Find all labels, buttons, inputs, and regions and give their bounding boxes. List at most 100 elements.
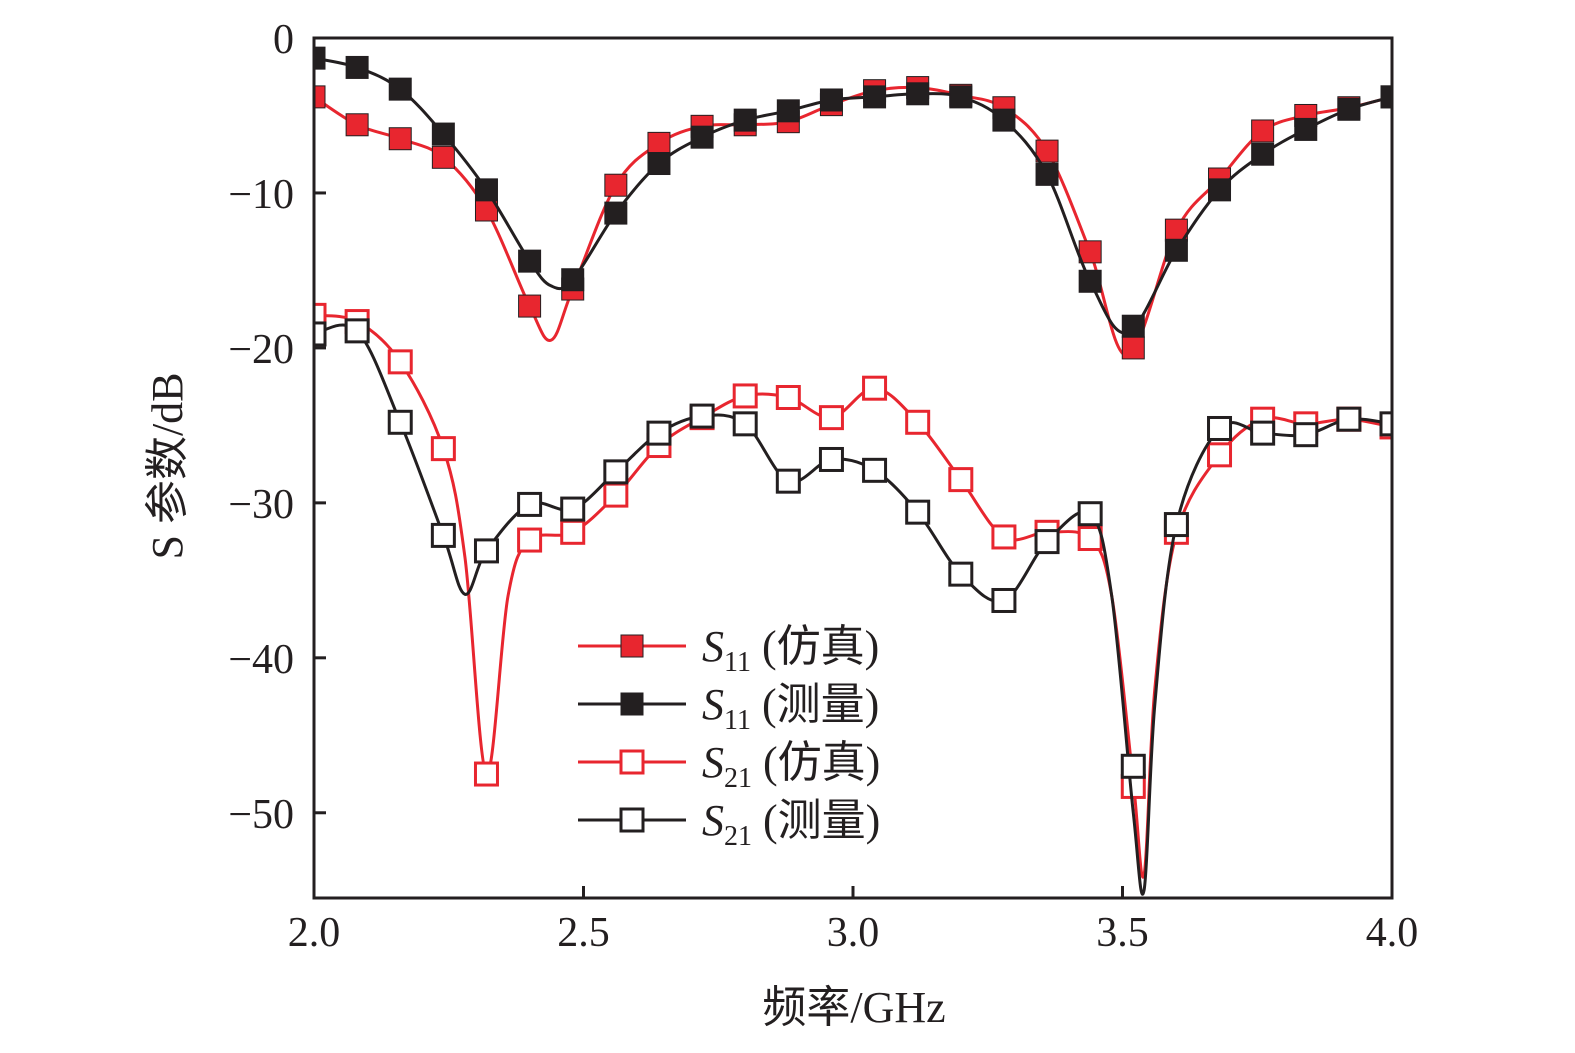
x-tick-label: 2.0: [288, 910, 341, 956]
series-1: [314, 76, 1392, 360]
series-1-point: [518, 294, 542, 318]
series-2-point: [314, 46, 326, 70]
series-3-point: [1207, 442, 1233, 468]
legend-marker: [619, 749, 645, 775]
series-2-point: [388, 77, 412, 101]
series-4-point: [689, 403, 715, 429]
series-4-point: [991, 587, 1017, 613]
legend-item: S21 (测量): [578, 796, 880, 852]
series-2-point: [690, 125, 714, 149]
series-2-point: [776, 99, 800, 123]
series-4-point: [862, 457, 888, 483]
x-tick-label: 3.0: [827, 910, 880, 956]
x-axis-title: 频率/GHz: [762, 983, 945, 1032]
series-2-point: [431, 122, 455, 146]
series-2-point: [1164, 238, 1188, 262]
series-3-point: [905, 409, 931, 435]
series-3-point: [732, 383, 758, 409]
legend: S11 (仿真)S11 (测量)S21 (仿真)S21 (测量): [578, 622, 880, 852]
series-2-point: [906, 82, 930, 106]
series-3-point: [1077, 526, 1103, 552]
series-2-point: [949, 85, 973, 109]
series-4-point: [560, 496, 586, 522]
series-3-point: [430, 436, 456, 462]
y-tick-label: −10: [228, 172, 294, 218]
legend-label: S11 (测量): [702, 680, 879, 736]
series-1-point: [431, 145, 455, 169]
series-4-point: [314, 321, 327, 347]
series-1-point: [345, 113, 369, 137]
series-2-point: [1337, 97, 1361, 121]
series-4-point: [818, 446, 844, 472]
legend-marker: [620, 692, 644, 716]
series-2-point: [474, 178, 498, 202]
legend-item: S11 (测量): [578, 680, 879, 736]
series-2-point: [1208, 178, 1232, 202]
series-2-point: [1380, 85, 1392, 109]
series-2-point: [863, 85, 887, 109]
legend-marker: [619, 807, 645, 833]
series-2-point: [819, 88, 843, 112]
legend-item: S21 (仿真): [578, 738, 880, 794]
series-2-point: [992, 108, 1016, 132]
series-1-line: [314, 85, 1392, 358]
series-4-point: [948, 561, 974, 587]
x-tick-label: 4.0: [1366, 910, 1419, 956]
series-1-point: [1121, 336, 1145, 360]
series-2-point: [604, 201, 628, 225]
series-1-point: [647, 131, 671, 155]
legend-label: S11 (仿真): [702, 622, 879, 678]
series-3-point: [560, 519, 586, 545]
series-2-point: [1294, 117, 1318, 141]
y-tick-label: −30: [228, 482, 294, 528]
y-tick-label: 0: [273, 17, 294, 63]
legend-label: S21 (仿真): [702, 738, 880, 794]
series-1-point: [604, 173, 628, 197]
x-tick-label: 3.5: [1096, 910, 1149, 956]
series-4-point: [1207, 415, 1233, 441]
legend-marker: [620, 634, 644, 658]
legend-item: S11 (仿真): [578, 622, 879, 678]
series-4-point: [603, 459, 629, 485]
series-2: [314, 46, 1392, 338]
y-tick-label: −50: [228, 792, 294, 838]
series-3-point: [314, 302, 327, 328]
series-3-point: [818, 405, 844, 431]
series-2-point: [1121, 314, 1145, 338]
series-4-point: [430, 522, 456, 548]
series-4-point: [473, 538, 499, 564]
series-2-point: [518, 249, 542, 273]
series-3-point: [387, 349, 413, 375]
series-4-point: [1120, 753, 1146, 779]
series-2-point: [561, 268, 585, 292]
series-4-point: [1293, 422, 1319, 448]
series-3-point: [862, 375, 888, 401]
series-4-point: [1077, 501, 1103, 527]
series-4-point: [387, 409, 413, 435]
series-3-point: [948, 467, 974, 493]
series-4: [314, 318, 1392, 896]
series-3: [314, 302, 1392, 879]
series-2-point: [1035, 162, 1059, 186]
series-3-point: [775, 384, 801, 410]
y-axis-title: S 参数/dB: [143, 372, 192, 559]
y-tick-label: −20: [228, 327, 294, 373]
series-3-line: [314, 313, 1392, 879]
series-1-point: [1078, 240, 1102, 264]
series-4-point: [344, 318, 370, 344]
series-2-point: [345, 55, 369, 79]
series-2-point: [733, 108, 757, 132]
series-4-point: [1034, 529, 1060, 555]
series-4-point: [1163, 512, 1189, 538]
series-3-point: [991, 524, 1017, 550]
series-1-point: [1251, 119, 1275, 143]
series-1-point: [314, 85, 326, 109]
series-4-point: [646, 420, 672, 446]
series-1-point: [1035, 139, 1059, 163]
legend-label: S21 (测量): [702, 796, 880, 852]
series-3-point: [473, 761, 499, 787]
x-tick-label: 2.5: [557, 910, 610, 956]
series-4-point: [1250, 420, 1276, 446]
series-4-point: [775, 468, 801, 494]
